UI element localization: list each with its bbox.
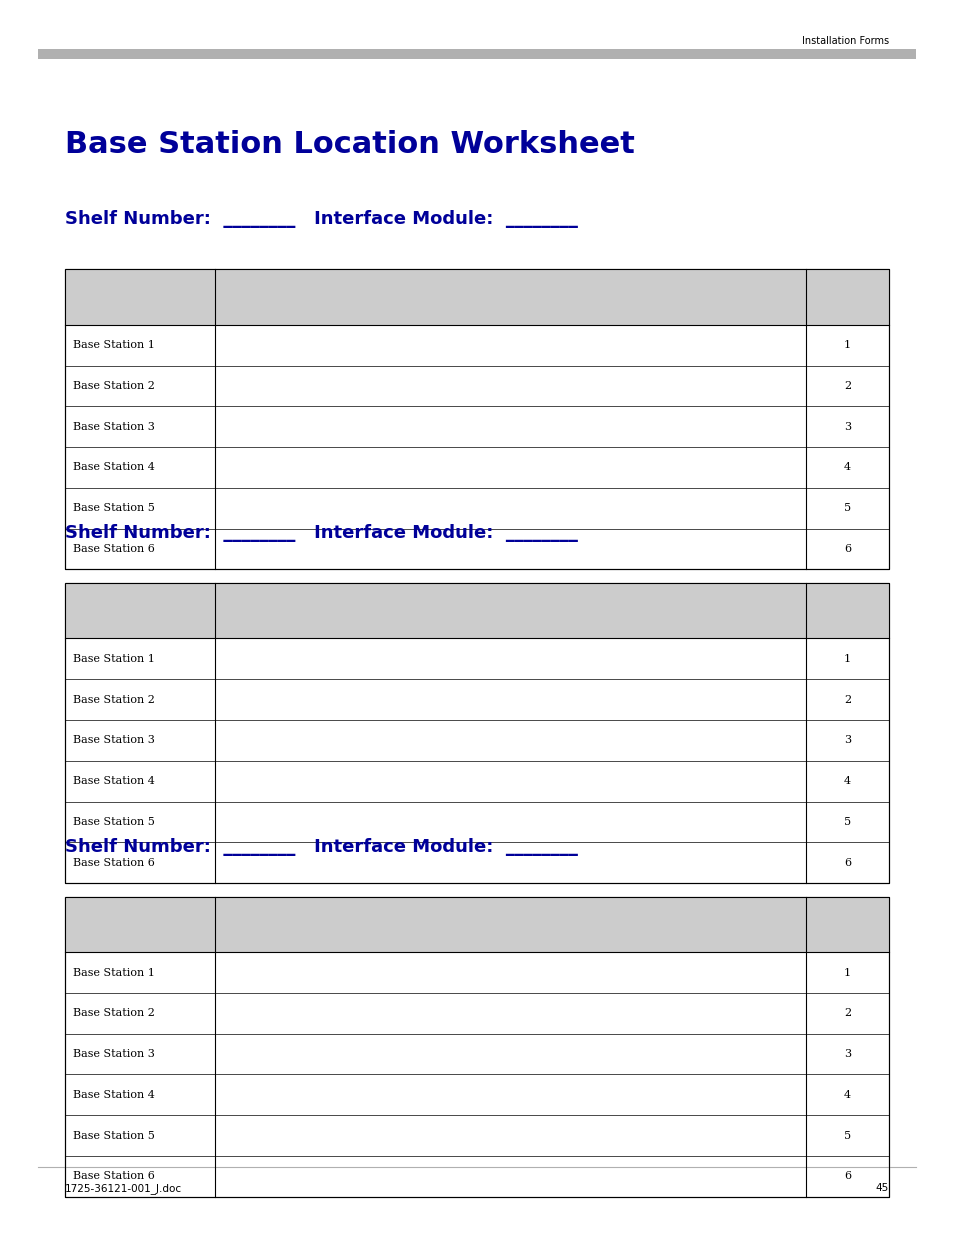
Text: 4: 4: [843, 1089, 850, 1100]
Text: 6: 6: [843, 543, 850, 555]
Text: Base Station 2: Base Station 2: [72, 1008, 154, 1019]
Text: Base Station 6: Base Station 6: [72, 857, 154, 868]
Text: Base Station 4: Base Station 4: [72, 776, 154, 787]
Text: 1: 1: [843, 340, 850, 351]
Text: 5: 5: [843, 816, 850, 827]
Text: 2: 2: [843, 380, 850, 391]
Text: Base Station 3: Base Station 3: [72, 1049, 154, 1060]
Bar: [38, 49, 915, 59]
Text: 5: 5: [843, 503, 850, 514]
Text: Base Station Location Worksheet: Base Station Location Worksheet: [65, 130, 634, 158]
Text: Shelf Number:  ________   Interface Module:  ________: Shelf Number: ________ Interface Module:…: [65, 837, 578, 856]
Text: 6: 6: [843, 857, 850, 868]
Text: Installation Forms: Installation Forms: [801, 36, 888, 46]
Bar: [65, 269, 888, 325]
Text: Base Station 2: Base Station 2: [72, 380, 154, 391]
Text: Base Station 4: Base Station 4: [72, 462, 154, 473]
Text: 4: 4: [843, 776, 850, 787]
Text: Base Station 2: Base Station 2: [72, 694, 154, 705]
Text: Base Station 6: Base Station 6: [72, 1171, 154, 1182]
Text: 3: 3: [843, 1049, 850, 1060]
Text: 1: 1: [843, 967, 850, 978]
Bar: [65, 583, 888, 883]
Text: Base Station 3: Base Station 3: [72, 735, 154, 746]
Text: Base Station 4: Base Station 4: [72, 1089, 154, 1100]
Text: Shelf Number:  ________   Interface Module:  ________: Shelf Number: ________ Interface Module:…: [65, 524, 578, 542]
Text: 1725-36121-001_J.doc: 1725-36121-001_J.doc: [65, 1183, 182, 1194]
Text: Shelf Number:  ________   Interface Module:  ________: Shelf Number: ________ Interface Module:…: [65, 210, 578, 228]
Text: 4: 4: [843, 462, 850, 473]
Text: Base Station 3: Base Station 3: [72, 421, 154, 432]
Text: Base Station 1: Base Station 1: [72, 653, 154, 664]
Text: 3: 3: [843, 421, 850, 432]
Bar: [65, 897, 888, 1197]
Text: 3: 3: [843, 735, 850, 746]
Text: 6: 6: [843, 1171, 850, 1182]
Text: Base Station 5: Base Station 5: [72, 503, 154, 514]
Text: 2: 2: [843, 694, 850, 705]
Bar: [65, 897, 888, 952]
Bar: [65, 269, 888, 569]
Bar: [65, 583, 888, 883]
Text: 5: 5: [843, 1130, 850, 1141]
Text: 2: 2: [843, 1008, 850, 1019]
Bar: [65, 583, 888, 638]
Text: 45: 45: [875, 1183, 888, 1193]
Text: Base Station 5: Base Station 5: [72, 1130, 154, 1141]
Bar: [65, 897, 888, 1197]
Text: Base Station 1: Base Station 1: [72, 340, 154, 351]
Text: Base Station 6: Base Station 6: [72, 543, 154, 555]
Text: Base Station 5: Base Station 5: [72, 816, 154, 827]
Bar: [65, 269, 888, 569]
Text: Base Station 1: Base Station 1: [72, 967, 154, 978]
Text: 1: 1: [843, 653, 850, 664]
